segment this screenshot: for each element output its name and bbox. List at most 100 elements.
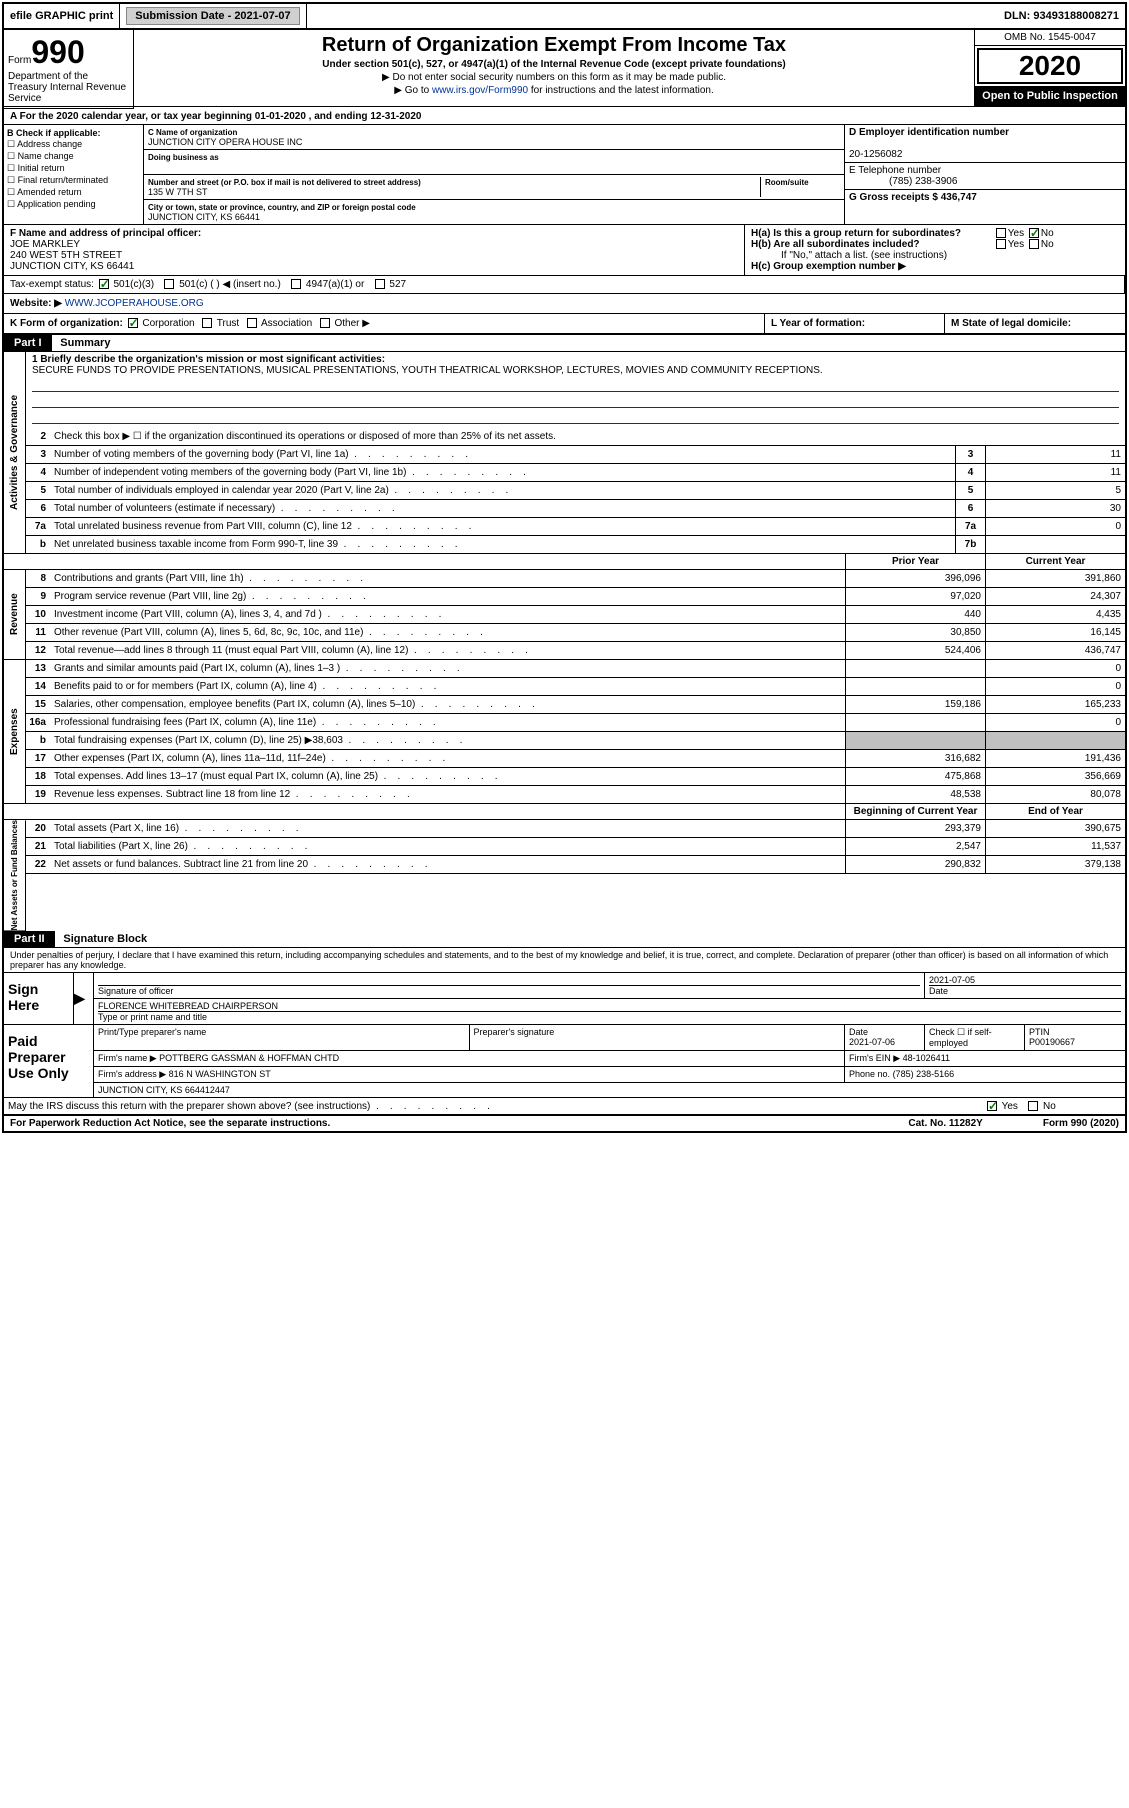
summary-expenses: Expenses 13Grants and similar amounts pa… [4, 660, 1125, 804]
topbar: efile GRAPHIC print Submission Date - 20… [4, 4, 1125, 30]
irs-link[interactable]: www.irs.gov/Form990 [432, 85, 528, 96]
note1: ▶ Do not enter social security numbers o… [142, 72, 966, 83]
ptin-lbl: PTIN [1029, 1027, 1050, 1037]
k-lbl: K Form of organization: [10, 318, 123, 329]
tax-status: Tax-exempt status: 501(c)(3) 501(c) ( ) … [4, 276, 1125, 293]
line2: Check this box ▶ ☐ if the organization d… [50, 429, 1125, 444]
part1-hdr: Part I [4, 335, 52, 351]
ha-yes[interactable] [996, 228, 1006, 238]
omb: OMB No. 1545-0047 [975, 30, 1125, 46]
chk-final[interactable]: ☐ Final return/terminated [7, 175, 140, 186]
discuss-yes[interactable] [987, 1101, 997, 1111]
c-dba-lbl: Doing business as [148, 153, 219, 162]
form-num: 990 [31, 34, 84, 70]
line-11: 11Other revenue (Part VIII, column (A), … [26, 624, 1125, 642]
i-lbl: Tax-exempt status: [10, 279, 94, 290]
note2: ▶ Go to www.irs.gov/Form990 for instruct… [142, 85, 966, 96]
firm-name-lbl: Firm's name ▶ [98, 1053, 157, 1063]
line-22: 22Net assets or fund balances. Subtract … [26, 856, 1125, 874]
current-year-hdr: Current Year [985, 554, 1125, 569]
phone: (785) 238-3906 [849, 176, 957, 187]
paid-prep-lbl: Paid Preparer Use Only [4, 1025, 94, 1097]
ein: 20-1256082 [849, 149, 902, 160]
line-7a: 7aTotal unrelated business revenue from … [26, 518, 1125, 536]
form-title: Return of Organization Exempt From Incom… [142, 34, 966, 57]
sign-here-lbl: Sign Here [4, 973, 74, 1024]
chk-501c[interactable] [164, 279, 174, 289]
section-f: F Name and address of principal officer:… [4, 225, 745, 275]
website-link[interactable]: WWW.JCOPERAHOUSE.ORG [65, 298, 204, 309]
hb-note: If "No," attach a list. (see instruction… [751, 250, 1119, 261]
mission-block: 1 Briefly describe the organization's mi… [26, 352, 1125, 428]
firm-addr: 816 N WASHINGTON ST [169, 1069, 271, 1079]
vtab-netassets: Net Assets or Fund Balances [4, 820, 26, 931]
line-20: 20Total assets (Part X, line 16)293,3793… [26, 820, 1125, 838]
ha-no[interactable] [1029, 228, 1039, 238]
part2-hdr: Part II [4, 931, 55, 947]
c-addr-lbl: Number and street (or P.O. box if mail i… [148, 178, 421, 187]
sign-arrow: ▶ [74, 973, 94, 1024]
part2-header: Part II Signature Block [4, 931, 1125, 948]
line-10: 10Investment income (Part VIII, column (… [26, 606, 1125, 624]
chk-pending[interactable]: ☐ Application pending [7, 199, 140, 210]
chk-corp[interactable] [128, 318, 138, 328]
chk-amended[interactable]: ☐ Amended return [7, 187, 140, 198]
chk-name[interactable]: ☐ Name change [7, 151, 140, 162]
mission-lbl: 1 Briefly describe the organization's mi… [32, 354, 385, 365]
firm-addr-lbl: Firm's address ▶ [98, 1069, 166, 1079]
section-b-label: B Check if applicable: [7, 128, 101, 138]
section-k: K Form of organization: Corporation Trus… [4, 314, 765, 333]
chk-4947[interactable] [291, 279, 301, 289]
vtab-revenue: Revenue [4, 570, 26, 660]
vtab-governance: Activities & Governance [4, 352, 26, 554]
irs-discuss-row: May the IRS discuss this return with the… [4, 1097, 1125, 1115]
section-h: H(a) Is this a group return for subordin… [745, 225, 1125, 275]
hb-yes[interactable] [996, 239, 1006, 249]
note2-post: for instructions and the latest informat… [528, 85, 714, 96]
line-17: 17Other expenses (Part IX, column (A), l… [26, 750, 1125, 768]
year-cell: OMB No. 1545-0047 2020 Open to Public In… [975, 30, 1125, 106]
prior-year-hdr: Prior Year [845, 554, 985, 569]
vtab-expenses: Expenses [4, 660, 26, 804]
line-9: 9Program service revenue (Part VIII, lin… [26, 588, 1125, 606]
col-headers-net: Beginning of Current Year End of Year [4, 804, 1125, 820]
prep-sig-lbl: Preparer's signature [474, 1027, 555, 1037]
chk-assoc[interactable] [247, 318, 257, 328]
org-city: JUNCTION CITY, KS 66441 [148, 212, 260, 222]
chk-501c3[interactable] [99, 279, 109, 289]
org-addr: 135 W 7TH ST [148, 187, 208, 197]
prep-check[interactable]: Check ☐ if self-employed [929, 1027, 992, 1048]
website-cell: Website: ▶ WWW.JCOPERAHOUSE.ORG [4, 294, 1125, 313]
line-12: 12Total revenue—add lines 8 through 11 (… [26, 642, 1125, 660]
firm-phone-lbl: Phone no. [849, 1069, 890, 1079]
footer-right: Form 990 (2020) [1043, 1118, 1119, 1129]
discuss-no[interactable] [1028, 1101, 1038, 1111]
firm-city: JUNCTION CITY, KS 664412447 [98, 1085, 230, 1095]
chk-other[interactable] [320, 318, 330, 328]
hb-no[interactable] [1029, 239, 1039, 249]
section-c: C Name of organizationJUNCTION CITY OPER… [144, 125, 845, 224]
prep-date-lbl: Date [849, 1027, 868, 1037]
line-13: 13Grants and similar amounts paid (Part … [26, 660, 1125, 678]
firm-name: POTTBERG GASSMAN & HOFFMAN CHTD [159, 1053, 339, 1063]
phone-lbl: E Telephone number [849, 165, 941, 176]
line-4: 4Number of independent voting members of… [26, 464, 1125, 482]
line-19: 19Revenue less expenses. Subtract line 1… [26, 786, 1125, 804]
line-6: 6Total number of volunteers (estimate if… [26, 500, 1125, 518]
chk-initial[interactable]: ☐ Initial return [7, 163, 140, 174]
row-j: Website: ▶ WWW.JCOPERAHOUSE.ORG [4, 294, 1125, 314]
section-d: D Employer identification number20-12560… [845, 125, 1125, 224]
part1-title: Summary [54, 335, 116, 351]
sig-name: FLORENCE WHITEBREAD CHAIRPERSON [98, 1001, 278, 1011]
header: Form990 Return of Organization Exempt Fr… [4, 30, 1125, 107]
chk-address[interactable]: ☐ Address change [7, 139, 140, 150]
end-year-hdr: End of Year [985, 804, 1125, 819]
c-room-lbl: Room/suite [765, 178, 809, 187]
sig-date: 2021-07-05 [929, 975, 975, 985]
chk-527[interactable] [375, 279, 385, 289]
sig-declaration: Under penalties of perjury, I declare th… [4, 948, 1125, 972]
line-b: bNet unrelated business taxable income f… [26, 536, 1125, 554]
f-lbl: F Name and address of principal officer: [10, 228, 201, 239]
info-grid: B Check if applicable: ☐ Address change … [4, 125, 1125, 335]
chk-trust[interactable] [202, 318, 212, 328]
